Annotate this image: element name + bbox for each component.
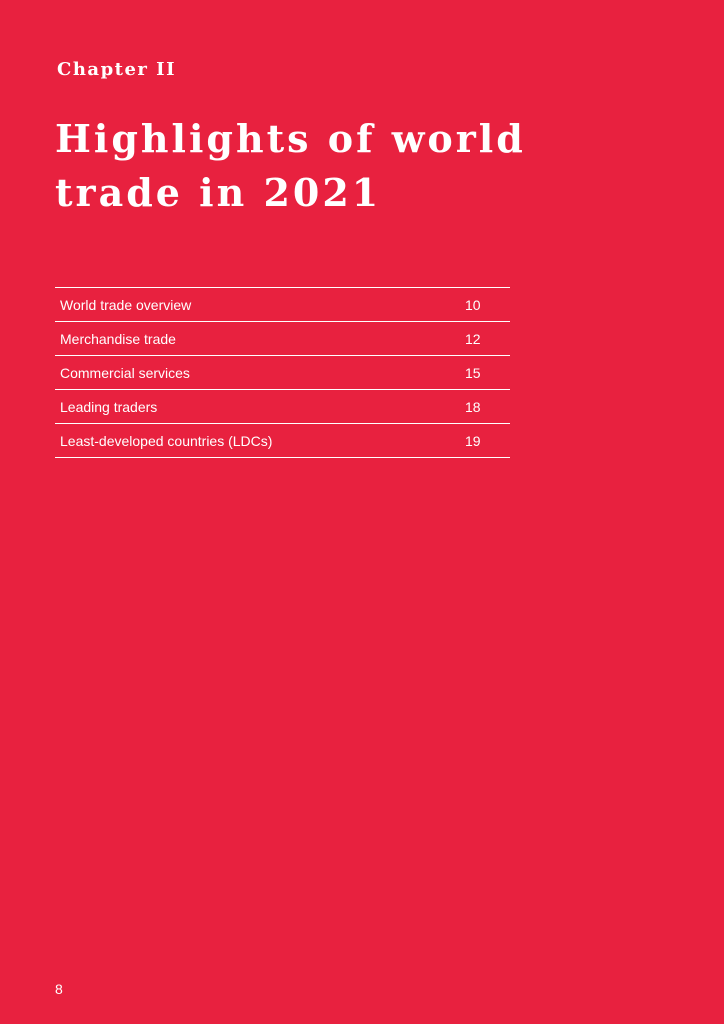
chapter-title: Highlights of world trade in 2021 (55, 112, 526, 220)
toc-item-world-trade-overview[interactable]: World trade overview 10 (55, 288, 510, 322)
toc-item-page: 10 (465, 296, 481, 313)
toc-item-least-developed-countries[interactable]: Least-developed countries (LDCs) 19 (55, 424, 510, 458)
toc-item-merchandise-trade[interactable]: Merchandise trade 12 (55, 322, 510, 356)
chapter-title-line-2: trade in 2021 (55, 170, 382, 215)
table-of-contents: World trade overview 10 Merchandise trad… (55, 287, 510, 458)
toc-item-page: 18 (465, 398, 481, 415)
chapter-label: Chapter II (57, 59, 177, 80)
toc-item-title: Merchandise trade (60, 330, 176, 347)
toc-item-leading-traders[interactable]: Leading traders 18 (55, 390, 510, 424)
toc-item-title: World trade overview (60, 296, 192, 313)
toc-item-title: Leading traders (60, 398, 158, 415)
toc-item-title: Commercial services (60, 364, 190, 381)
toc-item-page: 15 (465, 364, 481, 381)
toc-item-commercial-services[interactable]: Commercial services 15 (55, 356, 510, 390)
toc-item-title: Least-developed countries (LDCs) (60, 432, 273, 449)
toc-item-page: 12 (465, 330, 481, 347)
chapter-title-line-1: Highlights of world (55, 116, 526, 161)
toc-item-page: 19 (465, 432, 481, 449)
page-number: 8 (55, 981, 63, 997)
